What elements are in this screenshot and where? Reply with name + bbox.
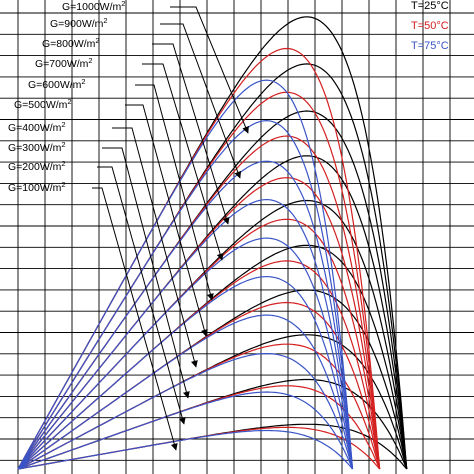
irradiance-label-exponent: 2 [121, 0, 125, 8]
legend-item-temperature: T=25°C [411, 0, 449, 12]
irradiance-label-text: G=600W/m [28, 79, 82, 91]
legend-item-temperature: T=75°C [411, 40, 449, 52]
irradiance-label-exponent: 2 [61, 120, 65, 129]
irradiance-label-text: G=800W/m [42, 38, 96, 50]
irradiance-label-exponent: 2 [95, 36, 99, 45]
irradiance-label: G=100W/m2 [8, 180, 66, 194]
pv-curve-300-2 [17, 353, 354, 470]
pv-curve-600-2 [17, 237, 354, 470]
irradiance-label-exponent: 2 [67, 97, 71, 106]
irradiance-label-exponent: 2 [81, 77, 85, 86]
irradiance-arrow [102, 147, 190, 399]
irradiance-label-exponent: 2 [88, 56, 92, 65]
curves [17, 16, 408, 470]
irradiance-label-text: G=100W/m [8, 182, 62, 194]
pv-curve-1000-2 [17, 79, 354, 470]
irradiance-arrow [170, 6, 249, 134]
legend-item-temperature: T=50°C [411, 20, 449, 32]
irradiance-label-exponent: 2 [103, 16, 107, 25]
irradiance-label: G=800W/m2 [42, 36, 100, 50]
irradiance-label-exponent: 2 [61, 180, 65, 189]
irradiance-arrow [142, 63, 224, 261]
irradiance-label-text: G=700W/m [35, 58, 89, 70]
pv-curve-100-2 [17, 429, 353, 470]
irradiance-label-text: G=1000W/m [62, 1, 121, 13]
irradiance-label-text: G=500W/m [14, 99, 68, 111]
irradiance-label: G=900W/m2 [50, 16, 108, 30]
irradiance-label: G=1000W/m2 [62, 0, 125, 13]
irradiance-arrow [92, 187, 178, 451]
irradiance-label: G=300W/m2 [8, 140, 66, 154]
irradiance-arrow [112, 127, 198, 368]
irradiance-label: G=400W/m2 [8, 120, 66, 134]
irradiance-label: G=200W/m2 [8, 159, 66, 173]
irradiance-arrow [97, 166, 186, 425]
irradiance-arrows [92, 6, 249, 451]
pv-curve-400-2 [17, 314, 354, 470]
irradiance-label: G=600W/m2 [28, 77, 86, 91]
irradiance-label: G=700W/m2 [35, 56, 93, 70]
irradiance-label-text: G=200W/m [8, 161, 62, 173]
pv-curve-900-2 [17, 119, 354, 470]
irradiance-label: G=500W/m2 [14, 97, 72, 111]
pv-curve-200-2 [17, 391, 354, 470]
irradiance-arrow [160, 23, 242, 179]
irradiance-arrow [152, 43, 230, 225]
temperature-legend: T=25°C T=50°C T=75°C [411, 0, 449, 52]
irradiance-label-text: G=900W/m [50, 18, 104, 30]
irradiance-label-text: G=400W/m [8, 122, 62, 134]
pv-curve-700-2 [17, 198, 354, 470]
irradiance-arrow [125, 104, 208, 337]
irradiance-arrow [135, 84, 214, 301]
irradiance-label-exponent: 2 [61, 140, 65, 149]
irradiance-label-text: G=300W/m [8, 142, 62, 154]
pv-curve-800-2 [17, 160, 354, 470]
pv-curve-500-2 [17, 275, 354, 470]
irradiance-label-exponent: 2 [61, 159, 65, 168]
irradiance-labels: G=1000W/m2G=900W/m2G=800W/m2G=700W/m2G=6… [8, 0, 125, 194]
